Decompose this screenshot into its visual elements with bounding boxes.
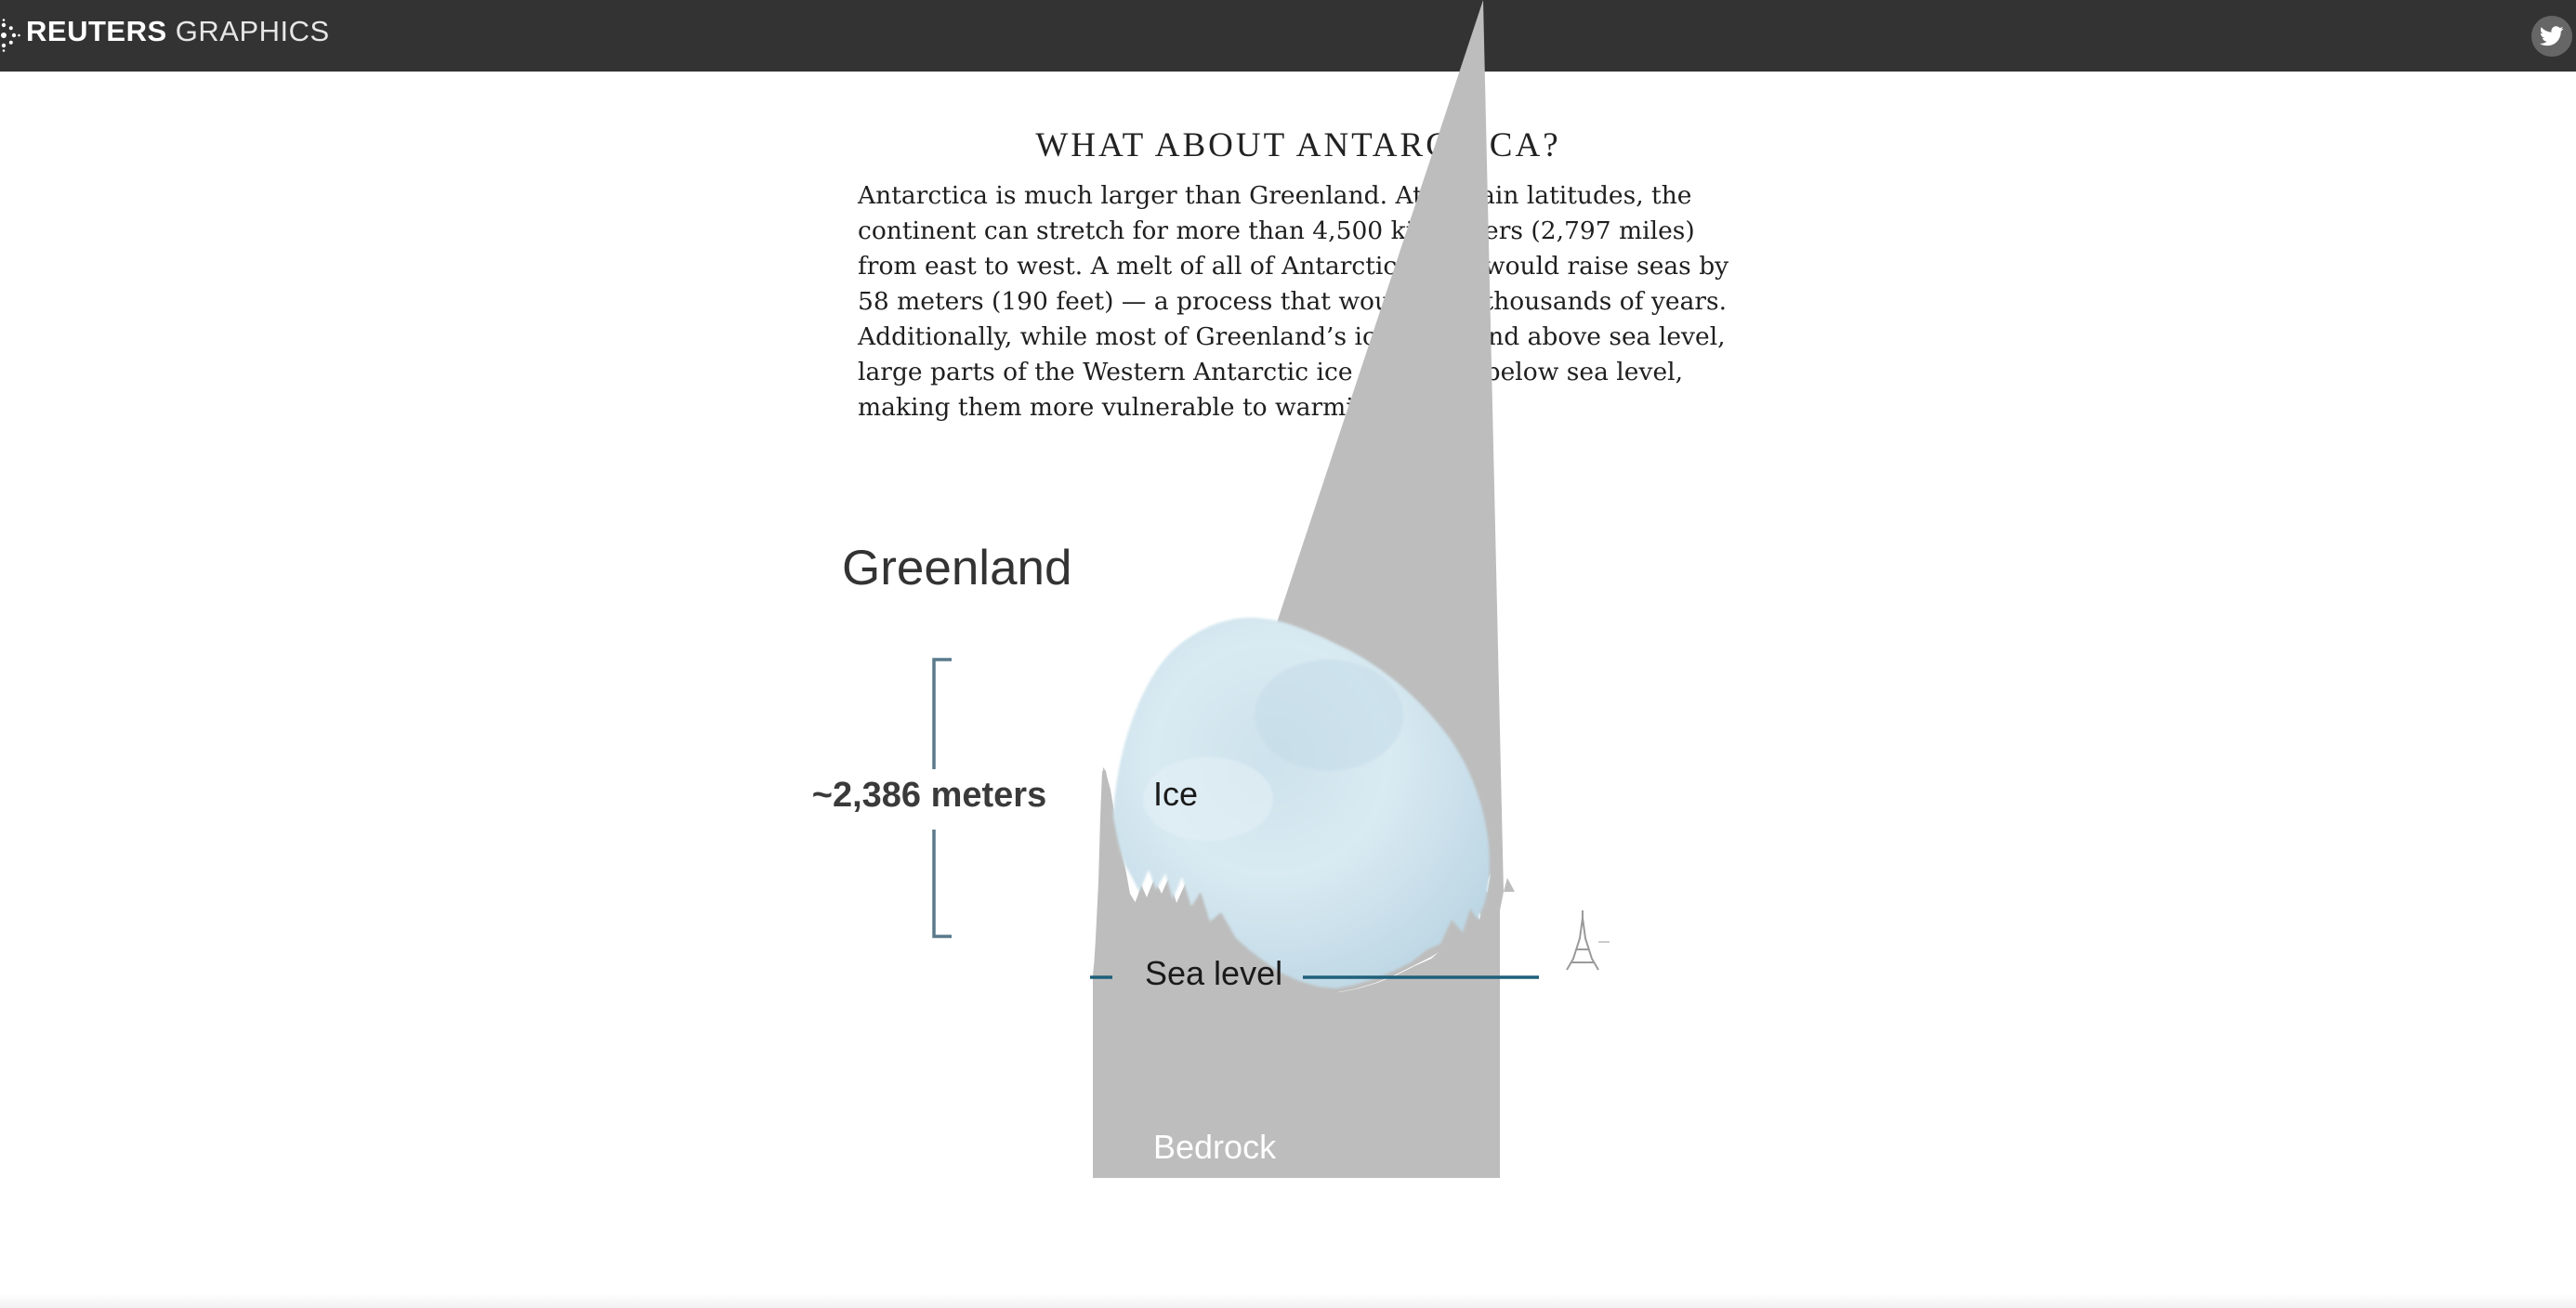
eiffel-tower-icon — [1566, 910, 1610, 971]
reuters-logo-icon[interactable] — [0, 19, 20, 52]
brand-logo[interactable]: REUTERS GRAPHICS — [26, 13, 330, 50]
article-paragraph: Antarctica is much larger than Greenland… — [858, 181, 1729, 422]
height-bracket-bottom — [932, 830, 952, 938]
twitter-share-button[interactable] — [2531, 16, 2572, 57]
ice-texture — [1143, 757, 1273, 841]
page-footer-edge — [0, 1293, 2576, 1308]
diagram-title: Greenland — [842, 541, 1072, 595]
bedrock-label: Bedrock — [1153, 1128, 1277, 1166]
twitter-icon — [2540, 26, 2564, 46]
brand-name: REUTERS — [26, 15, 167, 47]
brand-section: GRAPHICS — [175, 15, 330, 47]
top-bar: REUTERS GRAPHICS — [0, 0, 2576, 72]
ice-texture — [1255, 660, 1403, 771]
sea-level-label: Sea level — [1145, 954, 1282, 992]
height-bracket-top — [932, 658, 952, 769]
bedrock-body — [1093, 771, 1500, 1178]
height-measurement-label: ~2,386 meters — [812, 776, 1046, 815]
ice-label: Ice — [1153, 775, 1198, 813]
